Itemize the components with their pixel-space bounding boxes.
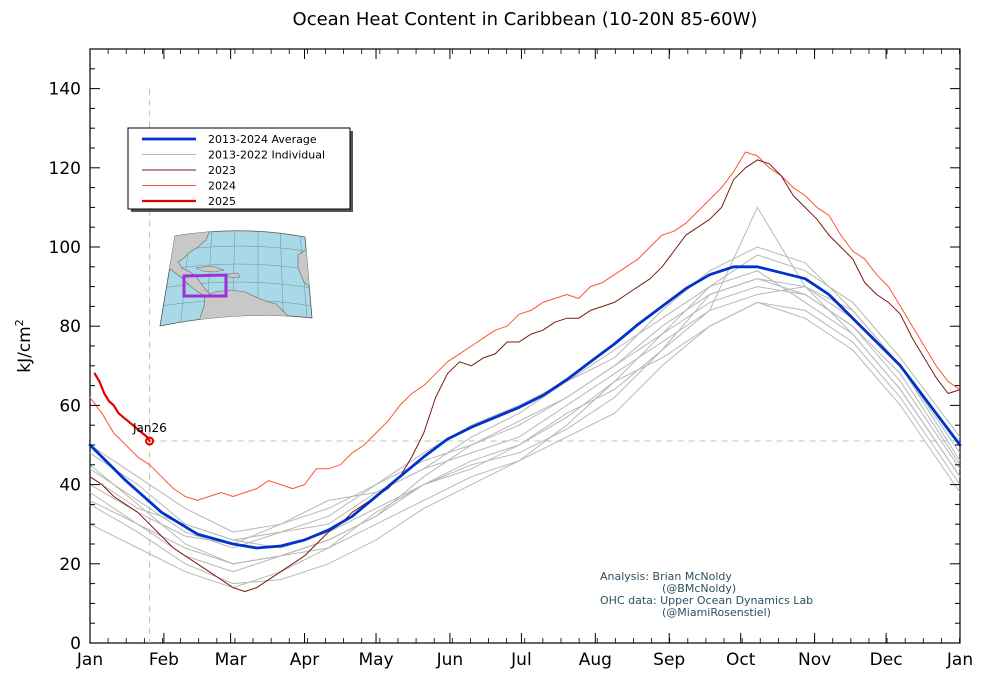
series-line-2024 — [89, 151, 961, 501]
series-line-2025 — [93, 372, 151, 443]
series-2025-end-marker — [145, 436, 155, 446]
x-tick-label: Dec — [870, 650, 903, 670]
y-tick-label: 80 — [59, 317, 81, 337]
y-tick-label: 20 — [59, 555, 81, 575]
y-axis-title-sup: 2 — [13, 319, 26, 326]
x-tick-label: Feb — [149, 650, 179, 670]
legend-label: 2023 — [208, 164, 236, 177]
map-ocean — [159, 230, 313, 327]
y-tick-label: 0 — [70, 634, 81, 654]
x-tick-label: Jan — [946, 650, 973, 670]
x-axis-labels: Jan Feb Mar Apr May Jun Jul Aug Sep Oct Nov Dec Jan — [76, 650, 973, 670]
series-line-individual-10 — [89, 278, 961, 533]
credit-data-handle: (@MiamiRosenstiel) — [662, 606, 771, 619]
x-tick-label: Aug — [579, 650, 612, 670]
map-land-cuba — [195, 265, 225, 273]
y-tick-label: 140 — [49, 80, 81, 100]
y-axis-title-unit: kJ/cm — [15, 326, 35, 373]
series-line-individual-3 — [89, 286, 961, 545]
series-line-individual-6 — [89, 301, 961, 585]
legend-label: 2024 — [208, 180, 236, 193]
y-axis-labels: 0 20 40 60 80 100 120 140 — [49, 80, 81, 654]
legend: 2013-2024 Average 2013-2022 Individual 202… — [127, 127, 353, 212]
series-line-2023 — [89, 159, 961, 592]
x-tick-label: Oct — [726, 650, 756, 670]
credit-analysis: Analysis: Brian McNoldy — [600, 570, 732, 583]
y-tick-label: 60 — [59, 396, 81, 416]
series-line-2013-2024-average — [88, 265, 962, 550]
credit-analysis-handle: (@BMcNoldy) — [662, 582, 736, 595]
x-tick-label: Apr — [290, 650, 319, 670]
series-lines — [88, 151, 962, 592]
series-line-individual-1 — [89, 286, 961, 565]
x-tick-label: Jul — [510, 650, 532, 670]
y-tick-label: 100 — [49, 238, 81, 258]
axis-ticks — [89, 49, 961, 644]
map-region-box — [182, 273, 228, 298]
map-land-hispaniola — [227, 272, 241, 279]
x-tick-label: Jan — [76, 650, 103, 670]
series-line-individual-7 — [89, 246, 961, 549]
inset-map — [159, 230, 313, 327]
y-tick-label: 120 — [49, 159, 81, 179]
x-tick-label: Mar — [215, 650, 247, 670]
legend-label: 2025 — [208, 195, 236, 208]
x-tick-label: May — [358, 650, 393, 670]
y-axis-title: kJ/cm2 — [13, 319, 35, 373]
credit-data: OHC data: Upper Ocean Dynamics Lab — [600, 594, 813, 607]
chart-title: Ocean Heat Content in Caribbean (10-20N … — [293, 9, 758, 30]
x-tick-label: Nov — [798, 650, 831, 670]
series-line-individual-8 — [89, 278, 961, 549]
legend-box — [127, 127, 351, 210]
legend-label: 2013-2024 Average — [208, 133, 317, 146]
x-tick-label: Jun — [436, 650, 464, 670]
reference-label: Jan26 — [132, 421, 167, 435]
credits: Analysis: Brian McNoldy (@BMcNoldy) OHC … — [600, 570, 813, 619]
y-tick-label: 40 — [59, 476, 81, 496]
legend-label: 2013-2022 Individual — [208, 149, 325, 162]
x-tick-label: Sep — [653, 650, 685, 670]
